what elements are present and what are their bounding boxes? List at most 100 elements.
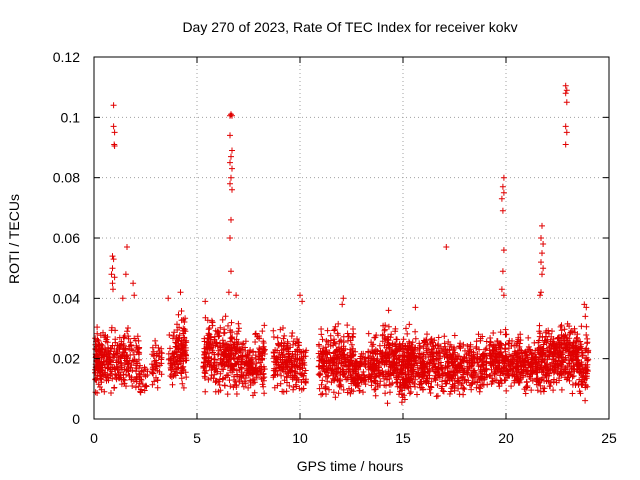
roti-point	[205, 335, 212, 342]
roti-point	[126, 373, 133, 379]
roti-point	[407, 389, 414, 395]
roti-point	[360, 368, 367, 375]
roti-point	[113, 357, 120, 363]
roti-point	[174, 321, 180, 328]
roti-point	[541, 385, 548, 392]
roti-point	[174, 369, 181, 376]
roti-point	[323, 350, 330, 357]
roti-point	[227, 235, 233, 241]
roti-point	[274, 334, 281, 341]
roti-point	[468, 363, 475, 370]
roti-point	[584, 340, 590, 347]
roti-point	[496, 383, 503, 390]
roti-point	[335, 320, 342, 327]
roti-point	[471, 354, 478, 361]
roti-point	[498, 286, 505, 293]
roti-point	[539, 351, 545, 358]
roti-point	[299, 298, 306, 305]
roti-point	[298, 386, 305, 393]
roti-point	[525, 334, 532, 341]
roti-point	[129, 367, 136, 374]
roti-point	[130, 358, 137, 365]
roti-point	[365, 330, 372, 337]
roti-point	[562, 82, 569, 89]
roti-point	[571, 329, 578, 336]
roti-point	[556, 335, 563, 342]
roti-point	[379, 332, 386, 339]
roti-point	[399, 387, 405, 394]
roti-point	[327, 359, 334, 366]
roti-point	[204, 317, 211, 324]
roti-point	[383, 344, 390, 351]
roti-point	[528, 387, 535, 394]
roti-point	[209, 319, 216, 326]
roti-point	[536, 333, 543, 340]
roti-point	[201, 373, 208, 380]
roti-point	[141, 364, 148, 371]
roti-point	[175, 337, 182, 344]
roti-point	[431, 337, 438, 344]
roti-point	[460, 391, 467, 398]
roti-point	[387, 381, 394, 388]
roti-point	[118, 338, 125, 345]
x-tick-label: 0	[90, 430, 98, 446]
roti-point	[394, 379, 401, 385]
roti-point	[369, 370, 376, 377]
roti-point	[332, 394, 339, 401]
roti-point	[138, 377, 145, 383]
roti-point	[400, 359, 407, 366]
roti-point	[214, 343, 221, 350]
roti-point	[432, 342, 439, 349]
roti-point	[481, 352, 488, 359]
roti-point	[332, 340, 339, 347]
roti-point	[456, 343, 463, 350]
roti-point	[514, 338, 521, 345]
roti-point	[302, 353, 309, 360]
roti-point	[316, 385, 323, 392]
roti-point	[302, 367, 309, 374]
roti-point	[483, 345, 490, 352]
roti-point	[153, 363, 160, 370]
y-tick-label: 0.1	[61, 109, 81, 125]
roti-point	[539, 367, 546, 374]
roti-point	[416, 350, 423, 357]
y-axis-label: ROTI / TECUs	[6, 194, 22, 284]
roti-point	[351, 377, 357, 384]
roti-point	[436, 374, 443, 381]
roti-point	[390, 370, 397, 376]
roti-point	[516, 377, 523, 384]
roti-point	[225, 322, 231, 329]
roti-point	[566, 323, 573, 330]
roti-point	[141, 371, 147, 378]
roti-point	[350, 353, 356, 359]
roti-point	[400, 336, 407, 343]
roti-point	[167, 373, 174, 379]
roti-point	[173, 351, 180, 358]
roti-point	[125, 325, 131, 331]
roti-point	[284, 338, 291, 345]
roti-point	[531, 351, 538, 358]
roti-point	[250, 376, 257, 383]
roti-point	[488, 353, 495, 360]
roti-point	[344, 389, 351, 396]
roti-point	[488, 380, 495, 387]
roti-point	[256, 345, 263, 352]
roti-point	[92, 335, 99, 342]
roti-point	[442, 363, 449, 369]
roti-point	[352, 366, 359, 373]
roti-point	[539, 222, 545, 229]
roti-point	[111, 129, 118, 136]
roti-point	[431, 375, 438, 382]
roti-point	[282, 368, 289, 375]
roti-point	[233, 336, 240, 343]
roti-point	[482, 346, 489, 353]
roti-point	[297, 292, 303, 299]
roti-point	[516, 343, 523, 350]
roti-point	[536, 328, 543, 335]
roti-point	[396, 352, 403, 359]
roti-point	[392, 328, 399, 335]
roti-point	[118, 359, 125, 366]
roti-point	[153, 352, 160, 359]
roti-point	[123, 383, 129, 390]
roti-point	[540, 341, 547, 348]
